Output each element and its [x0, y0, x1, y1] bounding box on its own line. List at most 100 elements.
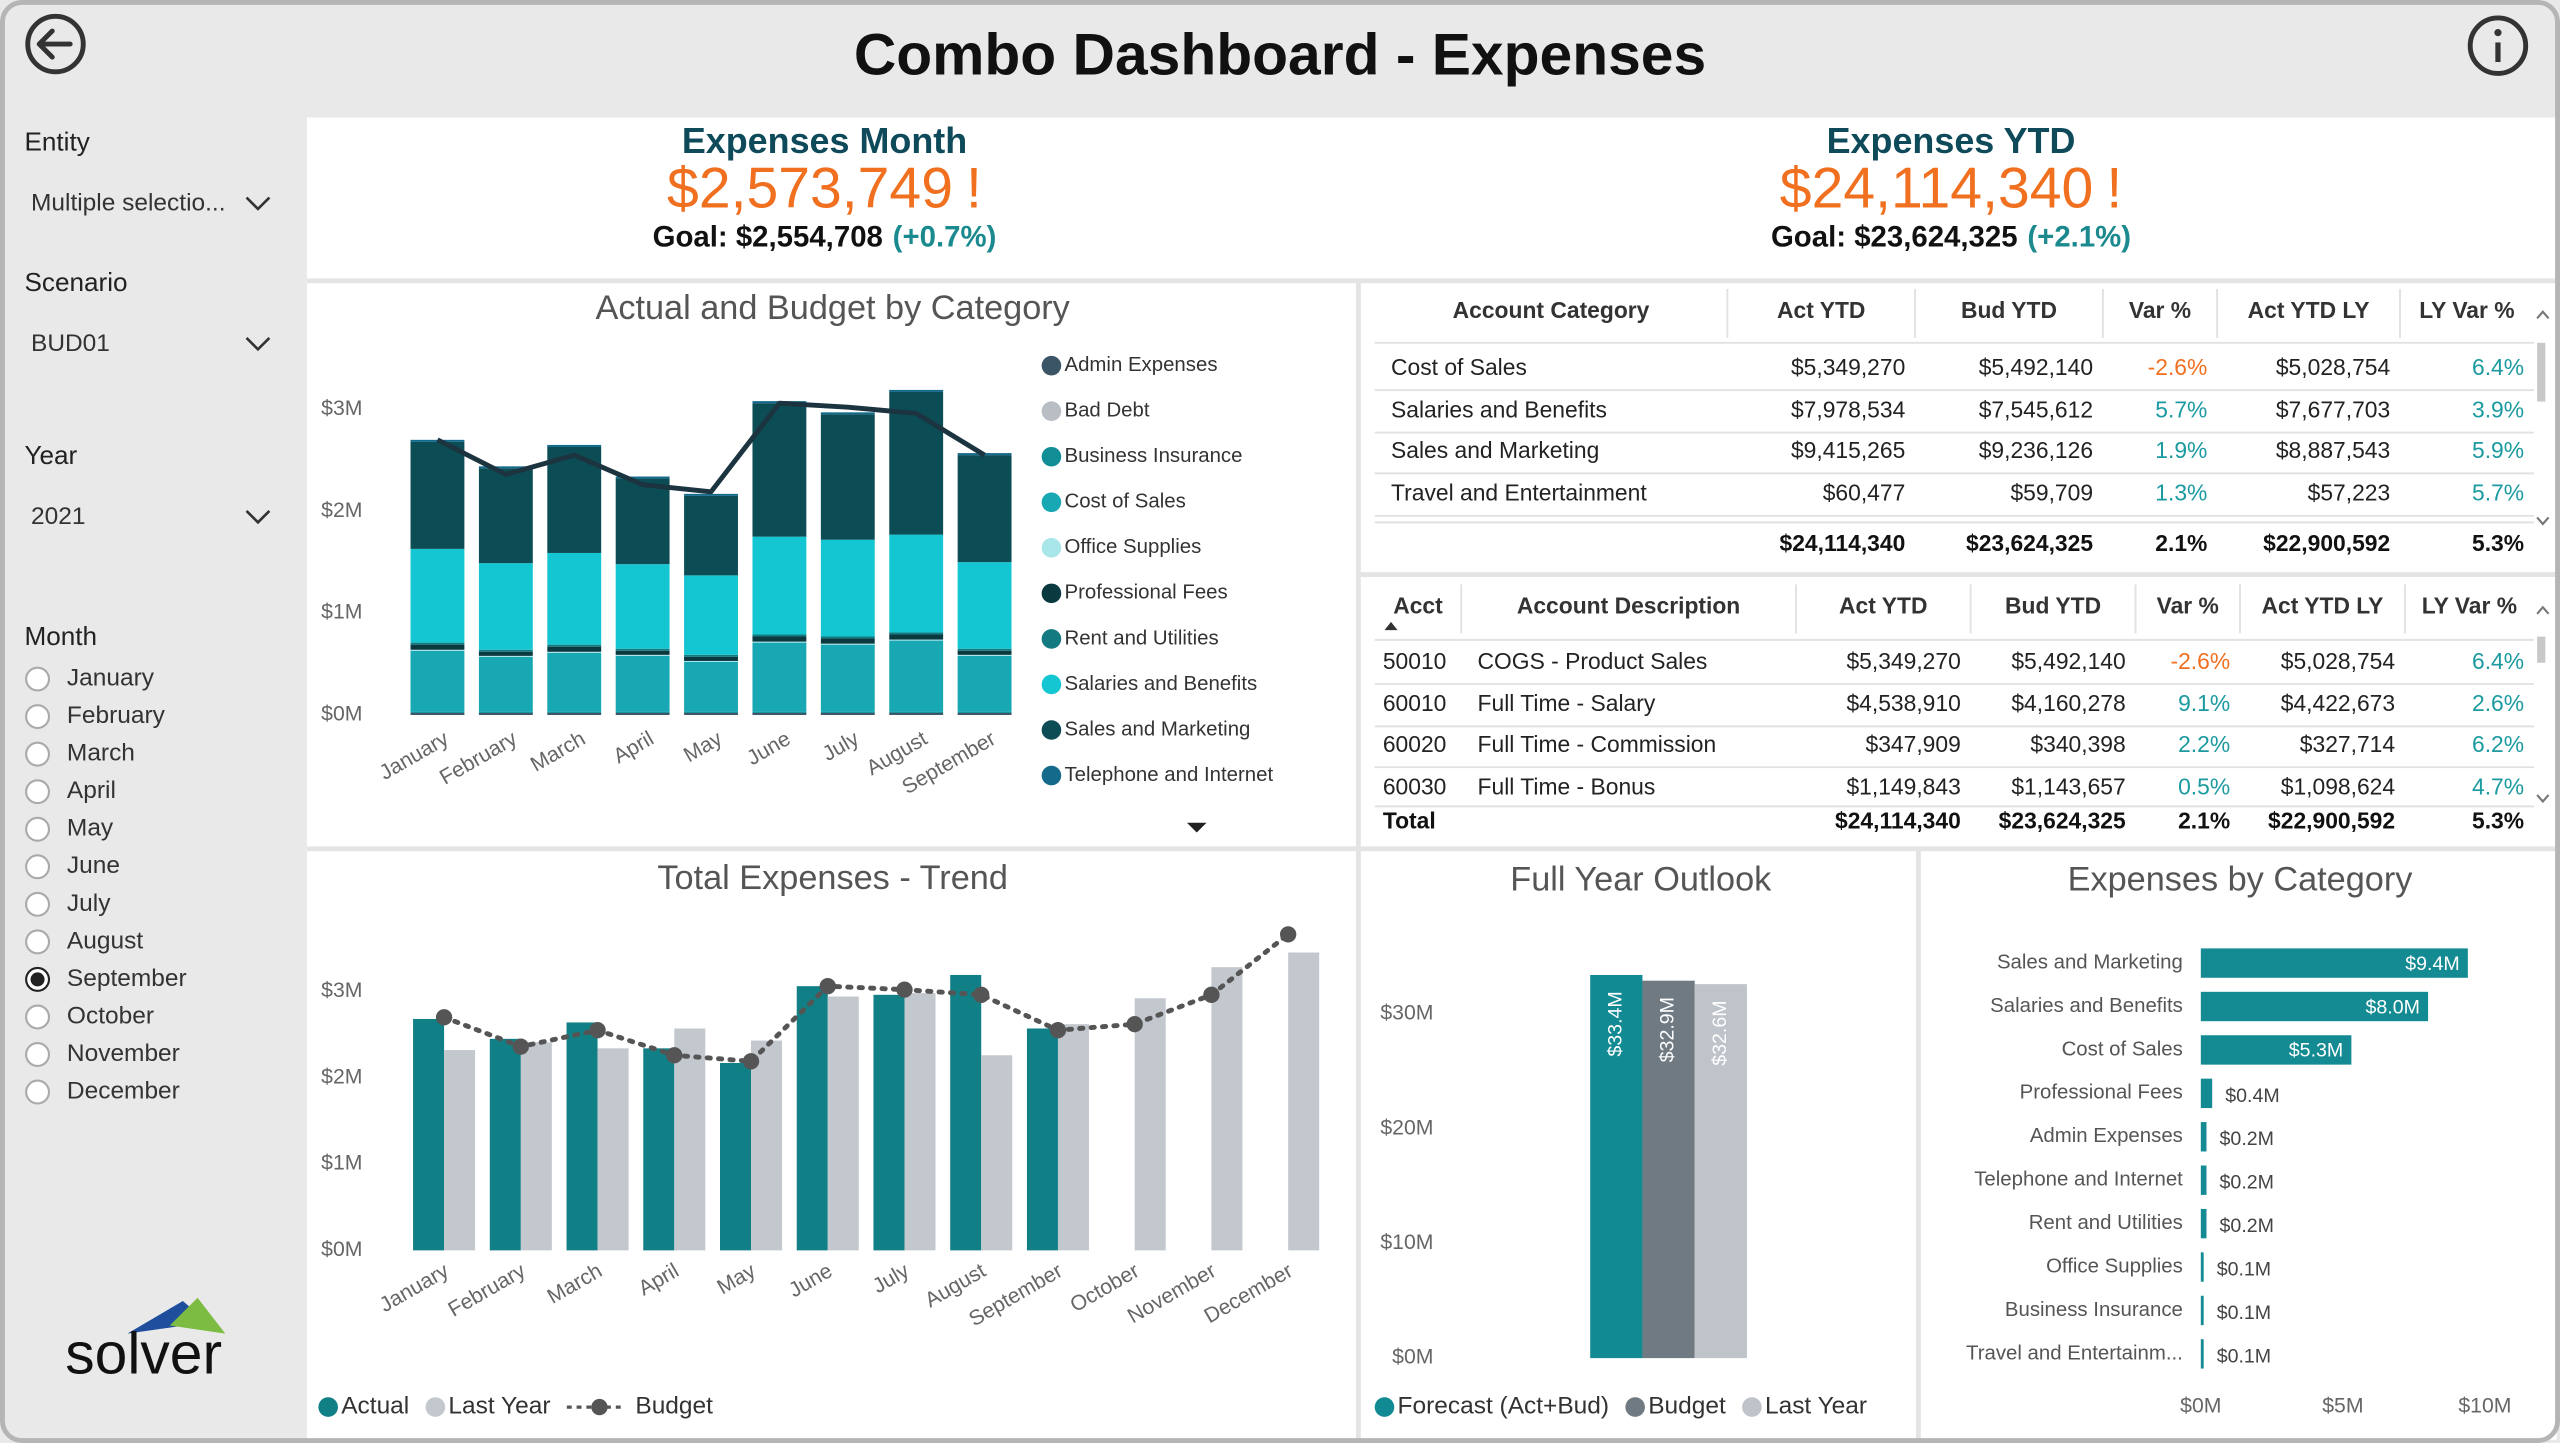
legend-label[interactable]: Business Insurance — [1064, 445, 1242, 467]
legend-label[interactable]: Budget — [1648, 1393, 1726, 1420]
table-header[interactable]: LY Var % — [2419, 297, 2514, 323]
logo-text: solver — [65, 1322, 222, 1387]
bar-segment — [410, 650, 465, 712]
month-option[interactable]: December — [67, 1078, 180, 1105]
radio-button[interactable] — [25, 741, 51, 767]
month-option[interactable]: October — [67, 1002, 154, 1029]
legend-swatch — [1742, 1397, 1762, 1417]
kpi-alert: ! — [966, 157, 982, 221]
data-label: $9.4M — [2405, 953, 2459, 975]
radio-button[interactable] — [25, 1004, 51, 1030]
table-total-cell: 5.3% — [2472, 530, 2524, 556]
table-header[interactable]: Act YTD — [1839, 592, 1927, 618]
table-cell: Cost of Sales — [1391, 354, 1527, 380]
back-button[interactable] — [25, 13, 86, 75]
legend-more-arrow[interactable] — [1186, 822, 1207, 833]
bar-segment — [410, 644, 465, 650]
table-header[interactable]: Act YTD LY — [2262, 592, 2384, 618]
month-option[interactable]: September — [67, 965, 187, 992]
legend-label[interactable]: Bad Debt — [1064, 400, 1149, 422]
bar — [904, 993, 936, 1251]
radio-button[interactable] — [25, 666, 51, 692]
table-cell: Full Time - Commission — [1478, 731, 1717, 757]
slicer-label: Scenario — [24, 267, 127, 297]
legend-swatch — [1041, 583, 1062, 604]
month-option[interactable]: February — [67, 702, 166, 729]
legend-label[interactable]: Admin Expenses — [1064, 354, 1217, 376]
bar — [597, 1048, 629, 1251]
bar-segment — [615, 711, 670, 713]
bar-segment — [752, 634, 807, 637]
radio-button[interactable] — [25, 1042, 51, 1067]
table-cell: 6.2% — [2472, 731, 2524, 757]
table-total-cell: $24,114,340 — [1780, 530, 1906, 556]
radio-button[interactable] — [25, 816, 51, 842]
legend-label[interactable]: Rent and Utilities — [1064, 627, 1218, 649]
table-total-cell: 5.3% — [2472, 808, 2524, 834]
radio-button[interactable] — [25, 1079, 51, 1105]
legend-label[interactable]: Forecast (Act+Bud) — [1398, 1393, 1609, 1420]
table-header[interactable]: Act YTD — [1777, 297, 1865, 323]
legend-label[interactable]: Telephone and Internet — [1064, 764, 1273, 786]
dropdown-chevron[interactable] — [245, 510, 271, 525]
month-option[interactable]: June — [67, 852, 120, 879]
slicer-value[interactable]: 2021 — [31, 503, 85, 530]
bar — [1590, 974, 1643, 1359]
table-header[interactable]: Bud YTD — [2005, 592, 2101, 618]
table-header[interactable]: Act YTD LY — [2248, 297, 2370, 323]
radio-button[interactable] — [25, 704, 51, 730]
kpi-goal-line: Goal: $2,554,708 (+0.7%) — [653, 220, 997, 253]
table-header[interactable]: Account Description — [1517, 592, 1740, 618]
radio-button[interactable] — [25, 779, 51, 805]
bar-segment — [752, 403, 807, 537]
table-scroll-arrows[interactable] — [2536, 310, 2550, 804]
table-cell: $8,887,543 — [2276, 437, 2390, 463]
bar-segment — [478, 649, 533, 652]
legend-swatch — [1041, 355, 1062, 376]
legend-label[interactable]: Last Year — [1765, 1393, 1867, 1420]
table-header[interactable]: Bud YTD — [1961, 297, 2057, 323]
legend-label[interactable]: Professional Fees — [1064, 582, 1227, 604]
legend-label[interactable]: Sales and Marketing — [1064, 718, 1250, 740]
legend-label[interactable]: Budget — [635, 1393, 713, 1420]
radio-button[interactable] — [25, 854, 51, 880]
table-header[interactable]: LY Var % — [2422, 592, 2517, 618]
legend-label[interactable]: Office Supplies — [1064, 536, 1201, 558]
month-option[interactable]: May — [67, 815, 114, 842]
y-tick-label: $2M — [321, 499, 362, 522]
slicer-value[interactable]: Multiple selectio... — [31, 190, 226, 217]
data-label: $0.2M — [2220, 1128, 2274, 1150]
table-header[interactable]: Acct — [1393, 592, 1443, 618]
month-option[interactable]: April — [67, 777, 116, 804]
scrollbar-thumb[interactable] — [2537, 342, 2546, 402]
month-option[interactable]: July — [67, 890, 111, 917]
legend-label[interactable]: Cost of Sales — [1064, 491, 1185, 513]
table-header[interactable]: Var % — [2157, 592, 2219, 618]
month-option[interactable]: November — [67, 1040, 180, 1067]
table-header[interactable]: Var % — [2129, 297, 2191, 323]
month-option[interactable]: August — [67, 927, 143, 954]
legend-label[interactable]: Last Year — [448, 1393, 550, 1420]
kpi-change: (+0.7%) — [893, 220, 997, 253]
radio-button[interactable] — [25, 929, 51, 955]
sort-indicator[interactable] — [1384, 621, 1398, 631]
radio-button[interactable] — [25, 891, 51, 917]
bar-segment — [684, 656, 738, 661]
y-tick-label: $3M — [321, 979, 362, 1002]
month-option[interactable]: January — [67, 665, 155, 692]
dropdown-chevron[interactable] — [245, 336, 271, 352]
slicer-value[interactable]: BUD01 — [31, 330, 110, 357]
x-tick-label: $10M — [2458, 1395, 2511, 1418]
table-cell: $1,098,624 — [2281, 773, 2396, 799]
legend-label[interactable]: Salaries and Benefits — [1064, 673, 1257, 695]
bar-segment — [547, 444, 602, 447]
legend-label[interactable]: Actual — [341, 1393, 409, 1420]
bar-segment — [547, 646, 602, 652]
legend-swatch — [1041, 674, 1062, 695]
dropdown-chevron[interactable] — [245, 196, 271, 211]
y-tick-label: Sales and Marketing — [1997, 951, 2183, 973]
table-header[interactable]: Account Category — [1453, 297, 1650, 323]
info-button[interactable] — [2467, 15, 2529, 76]
month-option[interactable]: March — [67, 740, 135, 767]
scrollbar-thumb[interactable] — [2537, 636, 2546, 663]
